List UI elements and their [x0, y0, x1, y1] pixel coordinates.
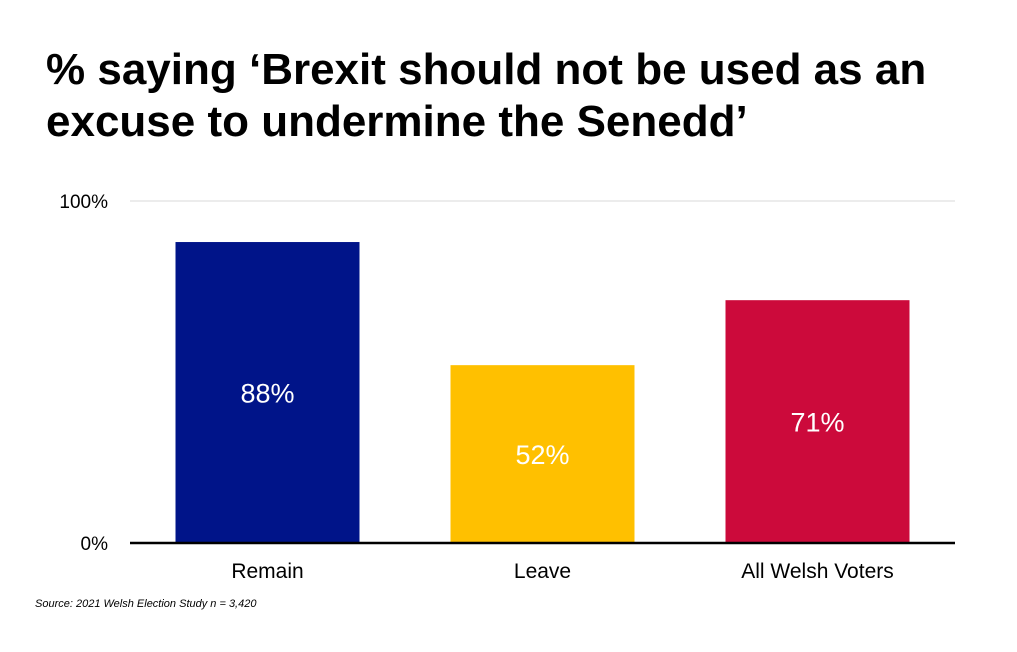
x-tick-label: All Welsh Voters — [741, 560, 894, 583]
chart-title: % saying ‘Brexit should not be used as a… — [46, 45, 927, 146]
bar — [450, 365, 635, 543]
y-tick-label: 0% — [81, 534, 109, 555]
x-tick-label: Remain — [231, 560, 303, 583]
y-tick-label: 100% — [59, 192, 108, 213]
bar — [175, 242, 360, 544]
data-label: 88% — [240, 379, 294, 409]
data-label: 71% — [790, 408, 844, 438]
data-label: 52% — [515, 440, 569, 470]
bar — [725, 300, 910, 543]
x-tick-label: Leave — [514, 560, 571, 583]
source-note: Source: 2021 Welsh Election Study n = 3,… — [35, 598, 257, 610]
